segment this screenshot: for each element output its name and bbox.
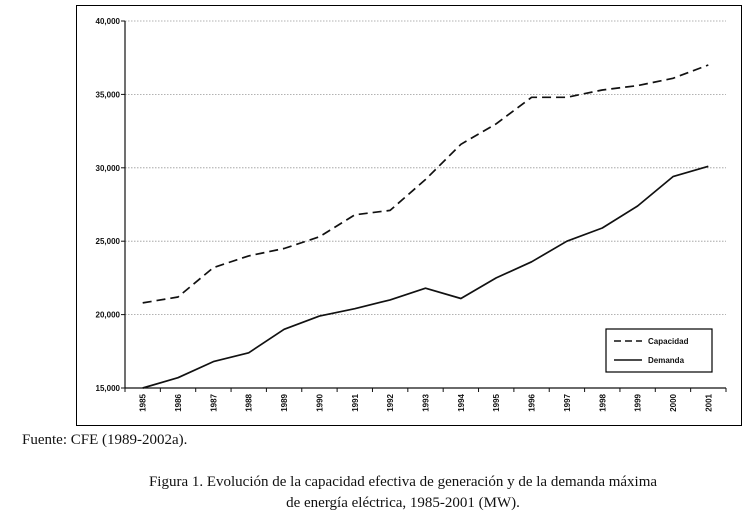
x-tick-labels: 1985 1986 1987 1988 1989 1990 1991 1992 1993 1994… [139,393,714,411]
x-tick-label-1992: 1992 [386,393,395,411]
x-tick-label-1993: 1993 [422,393,431,411]
x-tick-label-1995: 1995 [492,393,501,411]
x-tick-label-1999: 1999 [634,393,643,411]
y-tick-label-40000: 40,000 [96,17,121,26]
x-tick-label-1991: 1991 [351,393,360,411]
x-tick-label-1994: 1994 [457,393,466,411]
grid-lines [125,20,726,316]
x-tick-label-1988: 1988 [245,393,254,411]
line-chart: 15,000 20,000 25,000 30,000 35,000 40,000 198… [96,17,727,412]
x-tick-label-1985: 1985 [139,393,148,411]
legend-box [605,328,713,373]
x-tick-label-2001: 2001 [704,393,713,411]
y-tick-label-35000: 35,000 [96,90,121,99]
x-tick-label-1997: 1997 [563,393,572,411]
y-tick-label-30000: 30,000 [96,164,121,173]
x-tick-label-2000: 2000 [669,393,678,411]
x-tick-label-1998: 1998 [598,393,607,411]
figure-caption: Figura 1. Evolución de la capacidad efec… [0,472,756,514]
legend-label-demanda: Demanda [648,356,685,365]
source-note: Fuente: CFE (1989-2002a). [22,432,188,448]
series-lines [142,64,709,389]
caption-line-2: de energía eléctrica, 1985-2001 (MW). [286,495,520,511]
x-tick-label-1987: 1987 [209,393,218,411]
x-tick-label-1996: 1996 [528,393,537,411]
y-tick-label-15000: 15,000 [96,384,121,393]
series-line-demanda [142,165,709,389]
legend: Capacidad Demanda [605,328,713,373]
series-line-capacidad [142,64,709,304]
legend-label-capacidad: Capacidad [648,337,689,346]
x-tick-label-1990: 1990 [315,393,324,411]
chart-frame [76,5,742,426]
x-tick-label-1986: 1986 [174,393,183,411]
y-tick-labels: 15,000 20,000 25,000 30,000 35,000 40,000 [96,17,121,393]
caption-line-1: Figura 1. Evolución de la capacidad efec… [148,474,658,490]
axes [121,20,727,392]
y-tick-label-25000: 25,000 [96,237,121,246]
x-tick-label-1989: 1989 [280,393,289,411]
y-tick-label-20000: 20,000 [96,311,121,320]
